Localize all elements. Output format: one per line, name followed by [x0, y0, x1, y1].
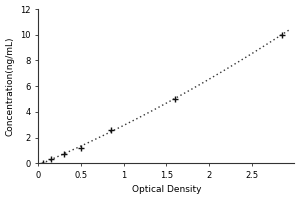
X-axis label: Optical Density: Optical Density	[132, 185, 201, 194]
Y-axis label: Concentration(ng/mL): Concentration(ng/mL)	[6, 36, 15, 136]
